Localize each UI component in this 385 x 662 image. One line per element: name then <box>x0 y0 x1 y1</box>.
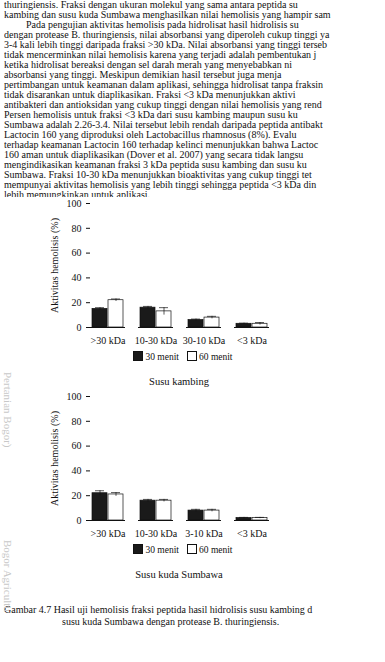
svg-text:10-30 kDa: 10-30 kDa <box>135 528 178 539</box>
svg-text:3-10 kDa: 3-10 kDa <box>185 528 223 539</box>
html-text:160 aman untuk diaplikasikan (: 160 aman untuk diaplikasikan (Dover et a… <box>4 149 304 160</box>
html-text:Lactocin 160 yang diproduksi o: Lactocin 160 yang diproduksi oleh Lactob… <box>4 129 297 140</box>
html-text:mengindikasikan keamanan fraks: mengindikasikan keamanan fraksi 3 kDa pe… <box>4 159 307 170</box>
svg-text:40: 40 <box>72 465 82 476</box>
svg-text:80: 80 <box>72 223 82 234</box>
html-text:ketika hidrolisat bereaksi den: ketika hidrolisat bereaksi dengan sel da… <box>4 59 292 70</box>
html-text:30 menit: 30 menit <box>145 545 179 555</box>
html-text:absorbansi yang tinggi. Meskip: absorbansi yang tinggi. Meskipun demikia… <box>4 69 282 80</box>
html-text:dengan protease B. thuringiens: dengan protease B. thuringiensis, nilai … <box>4 29 330 40</box>
svg-text:60: 60 <box>72 440 82 451</box>
svg-text:<3 kDa: <3 kDa <box>237 335 267 346</box>
svg-text:60: 60 <box>72 247 82 258</box>
svg-text:30-10 kDa: 30-10 kDa <box>183 335 226 346</box>
html-text:Gambar 4.7 Hasil uji hemolisis: Gambar 4.7 Hasil uji hemolisis fraksi pe… <box>4 604 313 615</box>
svg-text:>30 kDa: >30 kDa <box>91 335 126 346</box>
html-text:60 menit: 60 menit <box>199 545 233 555</box>
html-text:30 menit: 30 menit <box>145 352 179 362</box>
html-text:3-4 kali lebih tinggi daripada: 3-4 kali lebih tinggi daripada fraksi >3… <box>4 39 328 50</box>
html-text:60 menit: 60 menit <box>199 352 233 362</box>
svg-text:0: 0 <box>77 322 82 333</box>
html-text:terhadap keamanan Lactocin 160: terhadap keamanan Lactocin 160 terhadap … <box>4 139 319 150</box>
svg-text:100: 100 <box>67 198 82 209</box>
html-text:Persen hemolisis untuk fraksi: Persen hemolisis untuk fraksi <3 kDa dar… <box>4 109 298 120</box>
html-text:Susu kuda Sumbawa: Susu kuda Sumbawa <box>135 569 223 580</box>
svg-text:Aktivitas hemolisis (%): Aktivitas hemolisis (%) <box>49 411 61 506</box>
html-text:Pada pengujian aktivitas hemol: Pada pengujian aktivitas hemolisis pada … <box>26 19 299 30</box>
html-text:Sumbawa adalah 2.26-3.4. Nilai: Sumbawa adalah 2.26-3.4. Nilai tersebut … <box>4 119 323 130</box>
html-text:lebih memungkinkan untuk aplik: lebih memungkinkan untuk aplikasi. <box>4 189 151 200</box>
svg-text:20: 20 <box>72 297 82 308</box>
html-text:antibakteri dan antioksidan ya: antibakteri dan antioksidan yang cukup t… <box>4 99 322 110</box>
html-text:pertimbangan untuk keamanan da: pertimbangan untuk keamanan dalam aplika… <box>4 79 324 90</box>
html-text:Susu kambing: Susu kambing <box>149 376 209 387</box>
html-text:Bogor Agricultu: Bogor Agricultu <box>2 540 14 612</box>
html-text:mempunyai aktivitas hemolisis: mempunyai aktivitas hemolisis yang lebih… <box>4 179 317 190</box>
html-text:tidak disarankan untuk diaplik: tidak disarankan untuk diaplikasikan. Fr… <box>4 89 296 100</box>
svg-text:0: 0 <box>77 515 82 526</box>
html-text:Sumbawa. Fraksi 10-30 kDa menu: Sumbawa. Fraksi 10-30 kDa menunjukkan bi… <box>4 169 312 180</box>
svg-text:<3 kDa: <3 kDa <box>237 528 267 539</box>
svg-text:>30 kDa: >30 kDa <box>91 528 126 539</box>
svg-text:20: 20 <box>72 490 82 501</box>
svg-text:80: 80 <box>72 416 82 427</box>
svg-text:10-30 kDa: 10-30 kDa <box>135 335 178 346</box>
html-text:thuringiensis. Fraksi dengan u: thuringiensis. Fraksi dengan ukuran mole… <box>4 0 298 10</box>
html-text:kambing dan susu kuda Sumbawa: kambing dan susu kuda Sumbawa menghasilk… <box>4 9 331 20</box>
html-text:Pertanian Bogor): Pertanian Bogor) <box>2 372 14 448</box>
html-text:tidak mencerminkan nilai hemol: tidak mencerminkan nilai hemolisis karen… <box>4 49 317 60</box>
html-text:susu kuda Sumbawa dengan prote: susu kuda Sumbawa dengan protease B. thu… <box>62 616 280 627</box>
svg-text:Aktivitas hemolisis (%): Aktivitas hemolisis (%) <box>49 218 61 313</box>
svg-text:100: 100 <box>67 391 82 402</box>
svg-text:40: 40 <box>72 272 82 283</box>
